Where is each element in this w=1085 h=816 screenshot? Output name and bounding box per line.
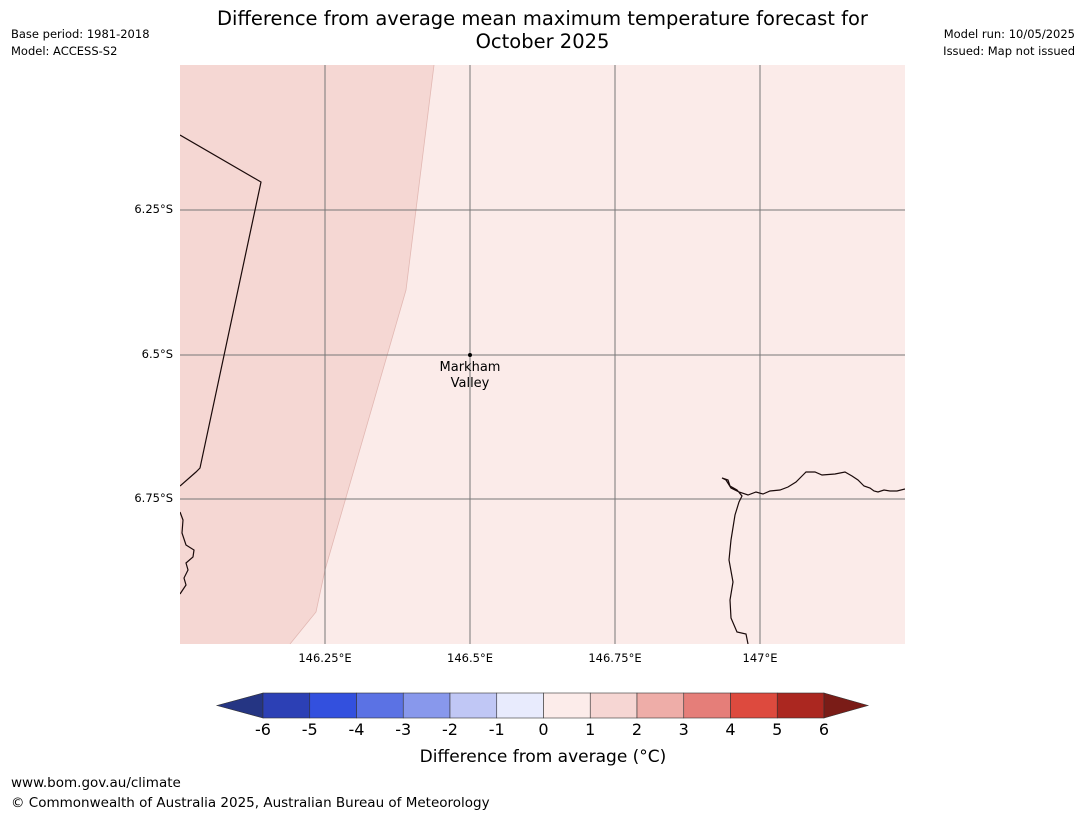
colorbar-tick-label: 0: [538, 720, 549, 739]
colorbar-segment: [496, 692, 544, 719]
map-area: [180, 65, 905, 644]
colorbar-tick-label: -3: [395, 720, 412, 739]
colorbar-tick-label: 3: [678, 720, 689, 739]
metadata-right: Model run: 10/05/2025 Issued: Map not is…: [943, 26, 1075, 60]
markham-valley-marker: [468, 353, 472, 357]
colorbar-tick-label: -2: [442, 720, 458, 739]
colorbar-segment: [589, 692, 638, 719]
colorbar-tick-label: -6: [255, 720, 271, 739]
model-run-text: Model run: 10/05/2025: [943, 27, 1075, 41]
colorbar-segment: [262, 692, 311, 719]
lon-label-146.75E: 146.75°E: [588, 651, 642, 665]
place-label-line2: Valley: [450, 376, 490, 391]
base-period-text: Base period: 1981-2018: [11, 27, 150, 41]
colorbar-segment: [449, 692, 498, 719]
colorbar-segment: [402, 692, 451, 719]
colorbar-segment: [683, 692, 731, 719]
footer-copyright: © Commonwealth of Australia 2025, Austra…: [11, 795, 490, 811]
place-label-line1: Markham: [439, 360, 501, 375]
model-text: Model: ACCESS-S2: [11, 44, 118, 58]
map-title-line2: October 2025: [475, 30, 610, 53]
boundary-lines: [180, 134, 905, 644]
colorbar-tick-label: 5: [772, 720, 783, 739]
colorbar-segment: [776, 692, 825, 719]
colorbar-segment: [356, 692, 404, 719]
lat-label-6.5S: 6.5°S: [141, 347, 173, 361]
colorbar-extend-high: [823, 692, 870, 719]
graticule: [180, 65, 905, 644]
colorbar-tick-label: -5: [301, 720, 318, 739]
metadata-left: Base period: 1981-2018 Model: ACCESS-S2: [11, 26, 150, 60]
colorbar-segment: [543, 692, 591, 719]
coastline-east: [721, 471, 905, 644]
lon-label-147E: 147°E: [742, 651, 778, 665]
colorbar-tick-label: 6: [818, 720, 830, 739]
lat-label-6.25S: 6.25°S: [134, 202, 173, 216]
lon-label-146.25E: 146.25°E: [298, 651, 352, 665]
footer-url: www.bom.gov.au/climate: [11, 775, 181, 791]
lat-label-6.75S: 6.75°S: [134, 491, 173, 505]
colorbar-segment: [636, 692, 685, 719]
coastline-west: [180, 511, 195, 595]
colorbar-extend-low: [215, 692, 264, 719]
place-label-markham-valley: Markham Valley: [420, 360, 520, 392]
map-title: Difference from average mean maximum tem…: [180, 7, 905, 53]
colorbar-tick-label: -1: [488, 720, 505, 739]
colorbar-tick-label: -4: [348, 720, 365, 739]
lon-label-146.5E: 146.5°E: [447, 651, 493, 665]
map-title-line1: Difference from average mean maximum tem…: [217, 7, 868, 30]
colorbar-label: Difference from average (°C): [419, 747, 667, 767]
colorbar: [215, 692, 870, 719]
colorbar-tick-label: 1: [585, 720, 596, 739]
issued-text: Issued: Map not issued: [943, 44, 1075, 58]
colorbar-segment: [730, 692, 778, 719]
colorbar-segment: [309, 692, 357, 719]
colorbar-tick-label: 2: [631, 720, 643, 739]
state-border: [180, 134, 262, 487]
colorbar-tick-label: 4: [725, 720, 736, 739]
